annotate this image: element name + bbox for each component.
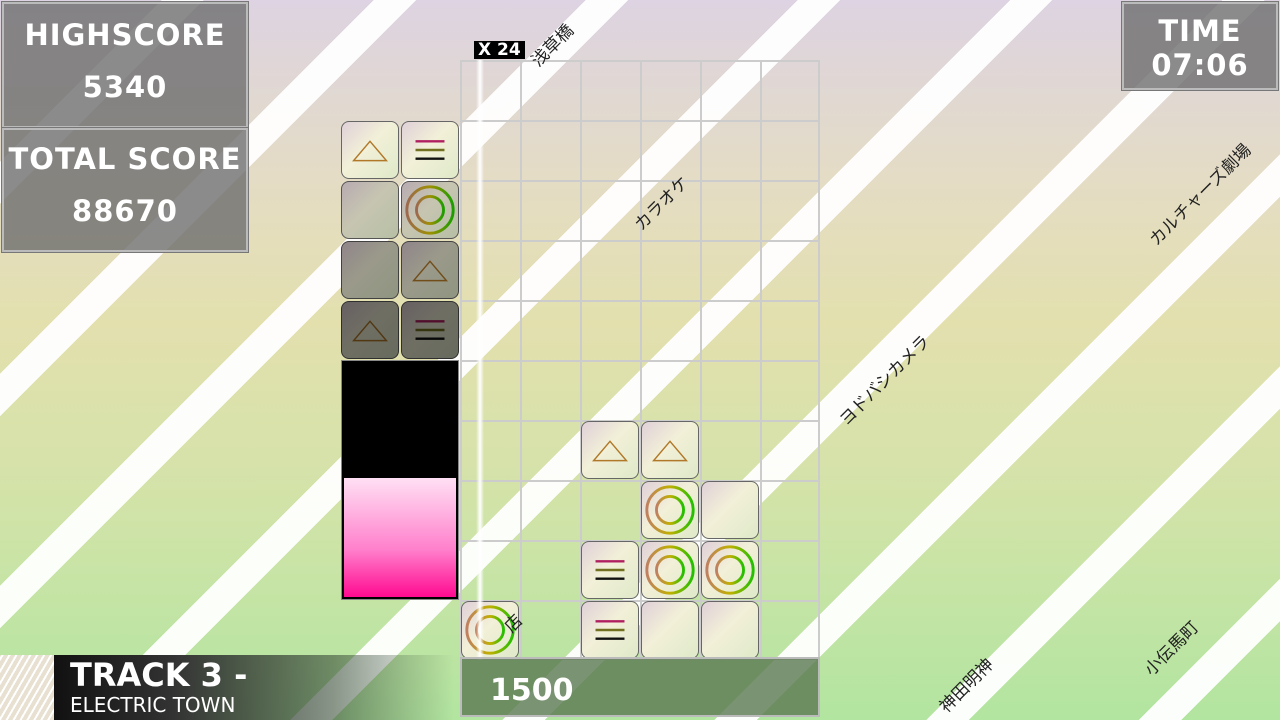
circle-tile (701, 541, 759, 599)
time-label: TIME (1158, 14, 1242, 48)
hlines-icon (415, 140, 445, 160)
highscore-panel: HIGHSCORE 5340 (1, 1, 249, 129)
total-score-value: 88670 (72, 194, 178, 228)
triangle-tile (581, 421, 639, 479)
power-gauge (341, 360, 459, 600)
vlines-icon (719, 482, 741, 538)
hlines-tile (581, 601, 639, 659)
vlines-tile (341, 241, 399, 299)
vlines-icon (359, 242, 381, 298)
timeline-beam (476, 60, 484, 660)
hlines-tile (401, 121, 459, 179)
hlines-icon (595, 560, 625, 580)
vlines-tile (341, 181, 399, 239)
time-panel: TIME 07:06 (1121, 1, 1279, 91)
triangle-tile (341, 301, 399, 359)
triangle-tile (341, 121, 399, 179)
circle-icon (705, 545, 755, 595)
vlines-icon (359, 182, 381, 238)
time-value: 07:06 (1151, 48, 1249, 82)
triangle-icon (652, 440, 688, 462)
total-score-label: TOTAL SCORE (8, 142, 242, 176)
combo-counter: X 24 (474, 41, 525, 59)
vlines-icon (659, 602, 681, 658)
hlines-tile (581, 541, 639, 599)
vlines-icon (719, 602, 741, 658)
vlines-tile (701, 481, 759, 539)
power-gauge-fill (344, 478, 456, 597)
track-art (0, 655, 54, 720)
circle-tile (641, 541, 699, 599)
highscore-label: HIGHSCORE (24, 18, 226, 52)
circle-icon (645, 485, 695, 535)
game-board[interactable] (460, 60, 820, 660)
triangle-icon (352, 320, 388, 342)
circle-tile (641, 481, 699, 539)
highscore-value: 5340 (82, 70, 168, 104)
triangle-icon (412, 260, 448, 282)
hlines-icon (415, 320, 445, 340)
track-info: TRACK 3 - ELECTRIC TOWN (54, 655, 454, 720)
triangle-icon (352, 140, 388, 162)
hlines-icon (595, 620, 625, 640)
circle-icon (405, 185, 455, 235)
vlines-tile (641, 601, 699, 659)
triangle-tile (641, 421, 699, 479)
triangle-tile (401, 241, 459, 299)
total-score-panel: TOTAL SCORE 88670 (1, 127, 249, 253)
circle-tile (401, 181, 459, 239)
vlines-tile (701, 601, 759, 659)
circle-icon (645, 545, 695, 595)
track-title: TRACK 3 - (70, 656, 248, 694)
triangle-icon (592, 440, 628, 462)
track-name: ELECTRIC TOWN (70, 693, 236, 717)
hlines-tile (401, 301, 459, 359)
current-score: 1500 (460, 657, 820, 717)
